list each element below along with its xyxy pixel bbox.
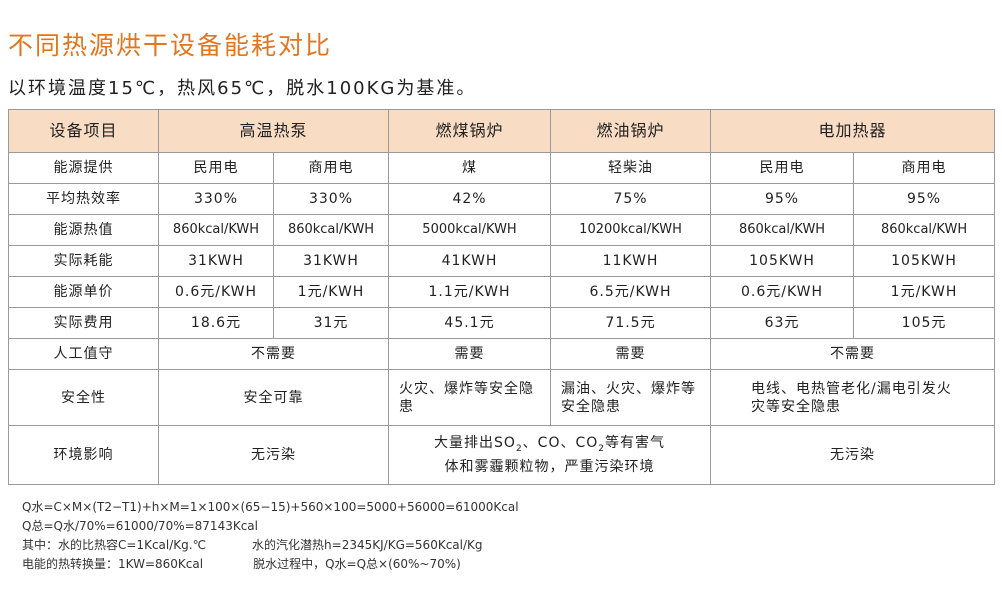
table-cell: 860kcal/KWH <box>158 214 274 246</box>
table-cell: 不需要 <box>710 338 996 370</box>
table-cell: 商用电 <box>853 152 996 184</box>
row-label: 安全性 <box>8 369 159 426</box>
note-line: Q水=C×M×(T2−T1)+h×M=1×100×(65−15)+560×100… <box>22 500 519 514</box>
header-oil-boiler: 燃油锅炉 <box>550 109 712 153</box>
table-cell: 105KWH <box>710 245 855 277</box>
table-cell: 75% <box>550 183 712 215</box>
table-cell: 煤 <box>388 152 552 184</box>
note-text: 水的汽化潜热h=2345KJ/KG=560Kcal/Kg <box>252 538 483 552</box>
row-label: 实际费用 <box>8 307 159 339</box>
env-text-part: 大量排出SO <box>434 435 516 452</box>
env-subscript: 2 <box>598 443 605 454</box>
table-cell: 41KWH <box>388 245 552 277</box>
page-title: 不同热源烘干设备能耗对比 <box>8 31 333 60</box>
table-cell: 需要 <box>550 338 712 370</box>
calculation-notes: Q水=C×M×(T2−T1)+h×M=1×100×(65−15)+560×100… <box>22 498 519 574</box>
table-row: 实际费用 18.6元 31元 45.1元 71.5元 63元 105元 <box>8 307 996 339</box>
table-cell: 330% <box>158 183 274 215</box>
table-cell: 45.1元 <box>388 307 552 339</box>
note-line: Q总=Q水/70%=61000/70%=87143Kcal <box>22 519 258 533</box>
note-text: 电能的热转换量：1KW=860Kcal <box>22 557 204 571</box>
table-row-attendance: 人工值守 不需要 需要 需要 不需要 <box>8 338 996 370</box>
page-subtitle: 以环境温度15℃，热风65℃，脱水100KG为基准。 <box>8 78 477 99</box>
row-label: 实际耗能 <box>8 245 159 277</box>
header-heat-pump: 高温热泵 <box>157 109 390 153</box>
table-cell: 1.1元/KWH <box>388 276 552 308</box>
table-cell: 95% <box>853 183 996 215</box>
table-header-row: 设备项目 高温热泵 燃煤锅炉 燃油锅炉 电加热器 <box>8 109 996 153</box>
table-row: 能源热值 860kcal/KWH 860kcal/KWH 5000kcal/KW… <box>8 214 996 246</box>
header-item: 设备项目 <box>8 109 159 153</box>
table-row: 平均热效率 330% 330% 42% 75% 95% 95% <box>8 183 996 215</box>
row-label: 人工值守 <box>8 338 159 370</box>
row-label: 能源单价 <box>8 276 159 308</box>
row-label: 能源热值 <box>8 214 159 246</box>
table-cell: 95% <box>710 183 855 215</box>
table-cell: 5000kcal/KWH <box>388 214 552 246</box>
table-cell: 42% <box>388 183 552 215</box>
table-row-environment: 环境影响 无污染 大量排出SO2、CO、CO2等有害气体和雾霾颗粒物，严重污染环… <box>8 425 996 485</box>
table-cell: 0.6元/KWH <box>710 276 855 308</box>
env-subscript: 2 <box>515 443 523 454</box>
table-row: 能源提供 民用电 商用电 煤 轻柴油 民用电 商用电 <box>8 152 996 184</box>
table-cell: 860kcal/KWH <box>272 214 390 246</box>
table-cell: 不需要 <box>157 338 390 370</box>
comparison-table: 设备项目 高温热泵 燃煤锅炉 燃油锅炉 电加热器 能源提供 民用电 商用电 煤 … <box>8 109 996 485</box>
row-label: 环境影响 <box>8 425 159 485</box>
table-cell: 漏油、火灾、爆炸等安全隐患 <box>550 369 712 426</box>
table-cell: 无污染 <box>157 425 390 485</box>
table-cell: 31KWH <box>272 245 390 277</box>
table-cell: 电线、电热管老化/漏电引发火灾等安全隐患 <box>710 369 996 426</box>
table-cell: 18.6元 <box>158 307 274 339</box>
table-cell: 民用电 <box>710 152 855 184</box>
table-cell: 11KWH <box>550 245 712 277</box>
note-text: 脱水过程中，Q水=Q总×(60%~70%) <box>253 557 461 571</box>
header-electric-heater: 电加热器 <box>710 109 996 153</box>
table-row: 能源单价 0.6元/KWH 1元/KWH 1.1元/KWH 6.5元/KWH 0… <box>8 276 996 308</box>
table-cell: 需要 <box>388 338 552 370</box>
table-cell: 1元/KWH <box>272 276 390 308</box>
table-cell: 10200kcal/KWH <box>550 214 712 246</box>
note-line: 其中：水的比热容C=1Kcal/Kg.℃ 水的汽化潜热h=2345KJ/KG=56… <box>22 536 519 555</box>
table-row: 实际耗能 31KWH 31KWH 41KWH 11KWH 105KWH 105K… <box>8 245 996 277</box>
table-cell: 无污染 <box>710 425 996 485</box>
row-label: 平均热效率 <box>8 183 159 215</box>
table-cell: 1元/KWH <box>853 276 996 308</box>
table-cell: 商用电 <box>272 152 390 184</box>
table-row-safety: 安全性 安全可靠 火灾、爆炸等安全隐患 漏油、火灾、爆炸等安全隐患 电线、电热管… <box>8 369 996 426</box>
table-cell: 民用电 <box>158 152 274 184</box>
table-cell: 105KWH <box>853 245 996 277</box>
table-cell: 31元 <box>272 307 390 339</box>
table-cell: 71.5元 <box>550 307 712 339</box>
env-text-part: 、CO、CO <box>522 435 599 452</box>
env-text-part: 等有害气体和雾霾颗粒物，严重污染环境 <box>444 435 665 475</box>
table-cell: 安全可靠 <box>157 369 390 426</box>
table-cell: 火灾、爆炸等安全隐患 <box>388 369 552 426</box>
table-cell: 330% <box>272 183 390 215</box>
note-line: 电能的热转换量：1KW=860Kcal 脱水过程中，Q水=Q总×(60%~70%) <box>22 555 519 574</box>
table-cell: 31KWH <box>158 245 274 277</box>
row-label: 能源提供 <box>8 152 159 184</box>
header-coal-boiler: 燃煤锅炉 <box>388 109 552 153</box>
table-cell: 860kcal/KWH <box>710 214 855 246</box>
table-cell: 6.5元/KWH <box>550 276 712 308</box>
table-cell: 0.6元/KWH <box>158 276 274 308</box>
table-cell: 63元 <box>710 307 855 339</box>
table-cell: 大量排出SO2、CO、CO2等有害气体和雾霾颗粒物，严重污染环境 <box>388 425 712 485</box>
note-text: 其中：水的比热容C=1Kcal/Kg.℃ <box>22 538 207 552</box>
table-cell: 860kcal/KWH <box>853 214 996 246</box>
table-cell: 105元 <box>853 307 996 339</box>
table-cell: 轻柴油 <box>550 152 712 184</box>
